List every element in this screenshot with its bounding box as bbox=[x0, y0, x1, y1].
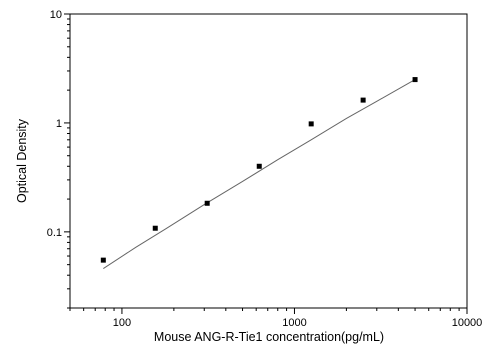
x-tick-label: 100 bbox=[113, 317, 131, 329]
plot-frame bbox=[69, 13, 468, 309]
fitted-curve-line bbox=[103, 79, 416, 270]
x-tick-label: 10000 bbox=[452, 317, 483, 329]
x-tick-label: 1000 bbox=[282, 317, 306, 329]
y-axis: 0.1 1 10 bbox=[47, 9, 70, 309]
data-point bbox=[412, 77, 418, 83]
data-point bbox=[360, 97, 366, 103]
y-axis-title: Optical Density bbox=[15, 118, 29, 203]
data-point bbox=[204, 200, 210, 206]
y-tick-label: 1 bbox=[56, 118, 62, 130]
x-axis-title: Mouse ANG-R-Tie1 concentration(pg/mL) bbox=[154, 330, 384, 344]
x-axis: 100 1000 10000 bbox=[69, 308, 483, 329]
series-layer bbox=[100, 77, 418, 270]
data-point bbox=[308, 121, 314, 127]
data-point bbox=[152, 225, 158, 231]
data-point bbox=[100, 257, 106, 263]
y-tick-label: 0.1 bbox=[47, 227, 62, 239]
y-tick-label: 10 bbox=[50, 9, 62, 21]
data-point bbox=[256, 163, 262, 169]
